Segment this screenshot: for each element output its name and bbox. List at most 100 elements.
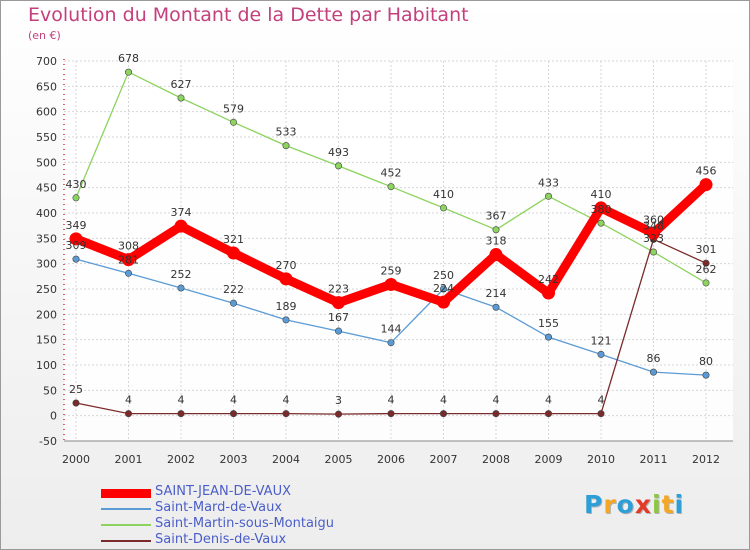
data-point bbox=[334, 162, 342, 170]
data-point bbox=[72, 399, 80, 407]
data-label: 349 bbox=[66, 219, 87, 232]
data-label: 678 bbox=[118, 52, 139, 65]
data-label: 367 bbox=[486, 210, 507, 223]
data-label: 259 bbox=[381, 264, 402, 277]
data-label: 281 bbox=[118, 253, 139, 266]
data-point bbox=[544, 192, 552, 200]
data-label: 167 bbox=[328, 311, 349, 324]
y-tick-label: 200 bbox=[36, 308, 57, 321]
data-point bbox=[594, 201, 608, 215]
data-label: 323 bbox=[643, 232, 664, 245]
data-label: 252 bbox=[171, 268, 192, 281]
data-point bbox=[437, 295, 450, 309]
data-point bbox=[492, 410, 500, 418]
data-label: 318 bbox=[486, 235, 507, 248]
data-point bbox=[122, 253, 135, 267]
x-tick-label: 2006 bbox=[377, 453, 405, 466]
y-tick-label: 650 bbox=[36, 80, 57, 93]
data-label: 4 bbox=[545, 394, 552, 407]
data-label: 224 bbox=[433, 282, 454, 295]
data-point bbox=[387, 339, 395, 347]
data-label: 270 bbox=[276, 259, 297, 272]
data-point bbox=[439, 204, 447, 212]
y-tick-label: 500 bbox=[36, 156, 57, 169]
data-point bbox=[72, 194, 80, 202]
data-point bbox=[647, 226, 660, 240]
data-label: 4 bbox=[230, 394, 237, 407]
data-label: 214 bbox=[486, 287, 507, 300]
data-point bbox=[125, 410, 133, 418]
data-point bbox=[649, 368, 657, 376]
data-label: 309 bbox=[66, 239, 87, 252]
data-point bbox=[544, 333, 552, 341]
data-label: 4 bbox=[598, 394, 605, 407]
y-tick-label: 100 bbox=[36, 359, 57, 372]
data-label: 189 bbox=[276, 300, 297, 313]
data-label: 360 bbox=[643, 213, 664, 226]
data-point bbox=[230, 299, 238, 307]
x-tick-label: 2012 bbox=[692, 453, 720, 466]
data-label: 493 bbox=[328, 146, 349, 159]
y-tick-label: 400 bbox=[36, 207, 57, 220]
data-point bbox=[72, 255, 80, 263]
data-label: 155 bbox=[538, 317, 559, 330]
data-point bbox=[177, 284, 185, 292]
data-point bbox=[334, 410, 342, 418]
data-point bbox=[174, 219, 188, 233]
data-point bbox=[282, 410, 290, 418]
data-label: 301 bbox=[696, 243, 717, 256]
x-tick-label: 2005 bbox=[325, 453, 353, 466]
data-point bbox=[334, 327, 342, 335]
data-label: 4 bbox=[125, 394, 132, 407]
data-label: 121 bbox=[591, 334, 612, 347]
data-label: 4 bbox=[178, 394, 185, 407]
legend-label: Saint-Denis-de-Vaux bbox=[155, 532, 287, 547]
data-label: 410 bbox=[591, 188, 612, 201]
data-label: 222 bbox=[223, 283, 244, 296]
x-tick-label: 2001 bbox=[115, 453, 143, 466]
y-tick-label: 600 bbox=[36, 106, 57, 119]
data-label: 374 bbox=[171, 206, 192, 219]
y-tick-label: -50 bbox=[39, 435, 57, 448]
data-point bbox=[492, 303, 500, 311]
data-point bbox=[597, 219, 605, 227]
data-point bbox=[492, 226, 500, 234]
data-point bbox=[282, 316, 290, 324]
data-label: 250 bbox=[433, 269, 454, 282]
data-point bbox=[69, 232, 83, 246]
data-point bbox=[597, 410, 605, 418]
y-tick-label: 250 bbox=[36, 283, 57, 296]
data-point bbox=[384, 277, 398, 291]
data-point bbox=[177, 410, 185, 418]
x-tick-label: 2003 bbox=[220, 453, 248, 466]
data-label: 321 bbox=[223, 233, 244, 246]
y-tick-label: 350 bbox=[36, 232, 57, 245]
data-label: 348 bbox=[643, 219, 664, 232]
data-label: 4 bbox=[283, 394, 290, 407]
x-tick-label: 2007 bbox=[430, 453, 458, 466]
data-label: 456 bbox=[696, 165, 717, 178]
y-tick-label: 300 bbox=[36, 258, 57, 271]
data-label: 4 bbox=[440, 394, 447, 407]
data-label: 430 bbox=[66, 178, 87, 191]
legend-swatch bbox=[101, 540, 151, 542]
x-tick-label: 2000 bbox=[62, 453, 90, 466]
data-label: 4 bbox=[493, 394, 500, 407]
y-tick-label: 700 bbox=[36, 55, 57, 68]
data-label: 3 bbox=[335, 394, 342, 407]
data-label: 80 bbox=[699, 355, 713, 368]
proxiti-logo: Proxiti bbox=[584, 490, 685, 519]
data-point bbox=[702, 371, 710, 379]
data-point bbox=[125, 68, 133, 76]
data-label: 452 bbox=[381, 167, 402, 180]
x-tick-label: 2011 bbox=[640, 453, 668, 466]
data-point bbox=[387, 183, 395, 191]
data-point bbox=[282, 142, 290, 150]
data-label: 262 bbox=[696, 263, 717, 276]
data-label: 86 bbox=[647, 352, 661, 365]
data-label: 433 bbox=[538, 176, 559, 189]
data-point bbox=[544, 410, 552, 418]
legend-swatch bbox=[101, 488, 151, 498]
y-tick-label: 450 bbox=[36, 182, 57, 195]
